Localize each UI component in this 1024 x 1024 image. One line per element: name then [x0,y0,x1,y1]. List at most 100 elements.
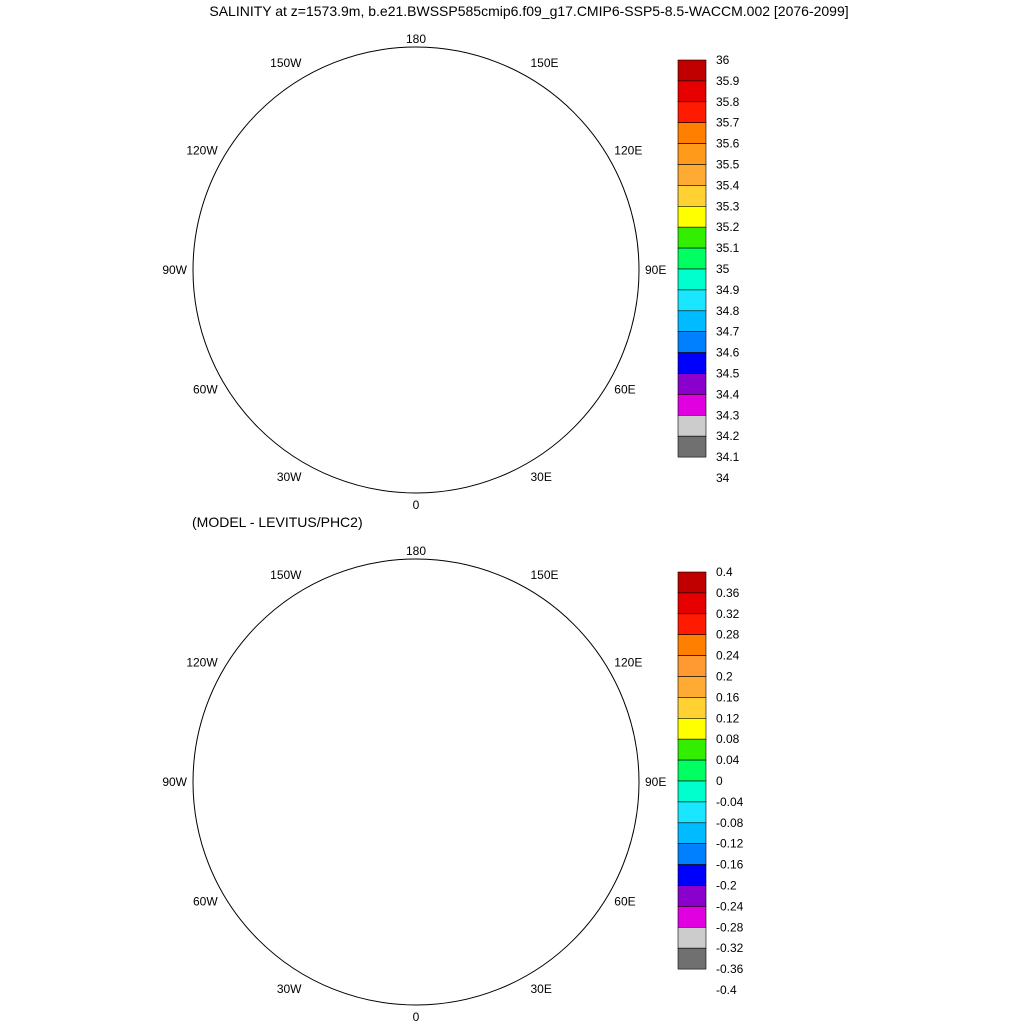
longitude-label: 150E [531,568,559,582]
coastline [376,957,421,982]
colorbar-label: 0.04 [716,753,740,767]
longitude-line [223,270,416,382]
colorbar-label: 0 [716,774,723,788]
colorbar-swatch [677,738,707,761]
colorbar-swatch [677,634,707,656]
colorbar-label: 35.2 [716,220,740,234]
region-nansen-gakkel-margin [446,215,491,320]
colorbar-swatch [677,289,707,312]
longitude-label: 60E [614,895,635,909]
coastline [556,230,616,280]
coastline [396,567,451,582]
map-boundary [192,46,640,494]
colorbar-label: 34.5 [716,367,740,381]
coastline [511,285,551,360]
map-boundary [192,558,640,1006]
longitude-line [416,782,528,975]
colorbar-swatch [677,864,707,886]
longitude-line [223,671,416,783]
colorbar-label: -0.12 [716,837,744,851]
region-labrador-sea [226,887,256,922]
longitude-line [416,77,528,270]
latitude-circle [346,712,486,852]
longitude-label: 120E [614,656,642,670]
colorbar-label: 35 [716,262,730,276]
colorbar-swatch [677,373,707,395]
coastline [241,752,391,927]
colorbar-swatch [677,268,707,291]
colorbar-swatch [677,101,707,124]
longitude-label: 120W [186,144,218,158]
longitude-label: 30W [277,470,302,484]
colorbar-swatch [677,122,707,144]
colorbar-label: 0.2 [716,670,733,684]
coastline [376,445,421,470]
colorbar-swatch [677,759,707,782]
coastline [206,787,231,822]
coastline [241,240,391,415]
region-north-atlantic-west [271,425,316,460]
longitude-line [223,159,416,271]
colorbar-label: -0.4 [716,983,737,997]
colorbar-label: 34 [716,471,730,485]
colorbar-swatch [677,885,707,907]
longitude-label: 120W [186,656,218,670]
colorbar-label: 35.5 [716,158,740,172]
colorbar-swatch [677,59,707,82]
coastline [201,842,251,892]
longitude-label: 30W [277,982,302,996]
coastline [476,275,496,295]
colorbar-swatch [677,655,707,677]
longitude-label: 150W [270,56,302,70]
colorbar-label: -0.28 [716,920,744,934]
colorbar: 36 35.9 35.8 35.7 35.6 35.5 35.4 35.3 35.2 35.1 35… [677,53,740,485]
colorbar-label: 0.12 [716,711,740,725]
region-nordic-seas [386,335,461,465]
coastline [511,797,551,872]
longitude-label: 30E [531,982,552,996]
colorbar-swatch [677,164,707,186]
salinity-map-panel: 180 150E 120E 90E 60E 30E 0 30W 60W 90W 120W 150W 36… [162,32,739,512]
longitude-label: 60E [614,383,635,397]
colorbar-swatch [677,80,707,103]
coastline [441,300,471,325]
colorbar-swatch [677,717,707,740]
coastline [556,742,616,792]
coastline [201,330,251,380]
colorbar-label: 0.16 [716,690,740,704]
colorbar-label: -0.04 [716,795,744,809]
figure-title: SALINITY at z=1573.9m, b.e21.BWSSP585cmi… [209,3,848,19]
longitude-line [609,317,610,382]
colorbar-label: 0.08 [716,732,740,746]
colorbar-label: 34.9 [716,283,740,297]
colorbar-swatch [677,185,707,207]
longitude-label: 90W [162,263,187,277]
region-labrador-sea [226,375,256,410]
coastline [296,195,336,230]
contour-line [386,395,391,420]
contour-line [441,230,456,315]
colorbar-label: 0.28 [716,628,740,642]
longitude-label: 150W [270,568,302,582]
coastline [476,897,531,957]
longitude-label: 30E [531,470,552,484]
region-north-atlantic-west [271,937,316,972]
coastline [526,692,606,747]
longitude-label: 60W [193,383,218,397]
colorbar-swatch [677,310,707,332]
contour-line [441,742,456,827]
colorbar-label: -0.24 [716,899,744,913]
coastline [476,385,531,445]
longitude-label: 120E [614,144,642,158]
coastline [241,170,276,205]
longitude-label: 0 [413,1010,420,1024]
coastline [526,180,606,235]
coastline [296,707,336,742]
colorbar-swatch [677,352,707,374]
colorbar-label: 34.7 [716,325,740,339]
colorbar-label: 35.8 [716,95,740,109]
longitude-label: 60W [193,895,218,909]
colorbar-swatch [677,206,707,228]
colorbar-label: 35.6 [716,137,740,151]
